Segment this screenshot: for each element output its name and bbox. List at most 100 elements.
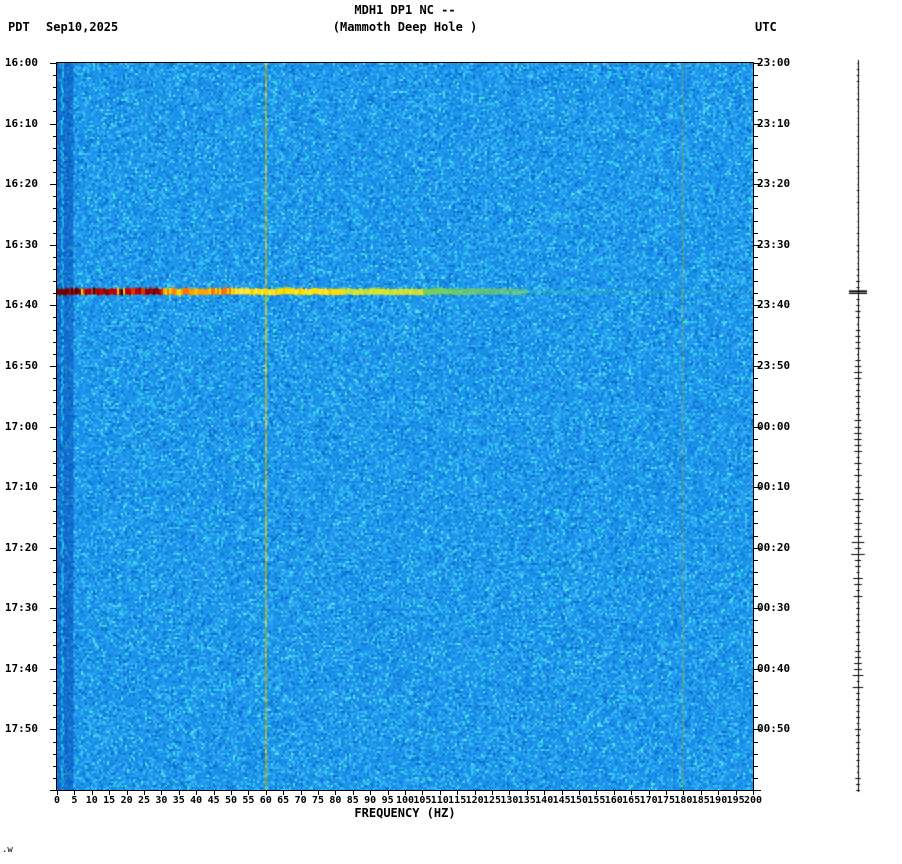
y-axis-tick-right (754, 596, 758, 598)
y-axis-left-label: 17:20 (4, 540, 38, 554)
x-axis-tick-label: 0 (53, 795, 61, 806)
y-axis-tick-right (754, 317, 758, 319)
y-axis-left-label: 16:50 (4, 358, 38, 372)
y-axis-tick-left (50, 244, 57, 246)
x-axis-tick-label: 50 (224, 795, 238, 806)
y-axis-tick-left (50, 729, 57, 731)
y-axis-tick-left (53, 777, 57, 779)
y-axis-tick-right (754, 474, 758, 476)
y-axis-tick-right (754, 244, 761, 246)
y-axis-right-label: 23:10 (757, 116, 791, 130)
y-axis-tick-left (53, 535, 57, 537)
x-axis-tick-label: 190 (709, 795, 728, 806)
y-axis-tick-right (754, 462, 758, 464)
y-axis-right-label: 23:40 (757, 298, 791, 312)
station-subtitle: (Mammoth Deep Hole ) (332, 20, 478, 34)
y-axis-tick-right (754, 608, 761, 610)
y-axis-left-label: 17:40 (4, 661, 38, 675)
y-axis-tick-right (754, 487, 761, 489)
x-axis-tick (735, 791, 737, 795)
x-axis-tick-label: 135 (517, 795, 536, 806)
x-axis-tick (248, 791, 250, 795)
y-axis-tick-right (754, 765, 758, 767)
y-axis-right-label: 00:20 (757, 540, 791, 554)
y-axis-tick-right (754, 135, 758, 137)
y-axis-tick-left (53, 717, 57, 719)
y-axis-right-label: 00:10 (757, 480, 791, 494)
x-axis-tick-label: 60 (259, 795, 272, 806)
date-label: Sep10,2025 (46, 20, 119, 34)
y-axis-tick-left (53, 196, 57, 198)
y-axis-tick-right (754, 632, 758, 634)
x-axis-tick (196, 791, 198, 795)
x-axis-tick (422, 791, 424, 795)
y-axis-tick-left (50, 184, 57, 186)
y-axis-tick-left (53, 571, 57, 573)
y-axis-tick-left (53, 414, 57, 416)
y-axis-right-label: 23:50 (757, 358, 791, 372)
x-axis-tick (561, 791, 563, 795)
y-axis-right-label: 00:50 (757, 722, 791, 736)
y-axis-left-label: 17:00 (4, 419, 38, 433)
station-title: MDH1 DP1 NC -- (354, 3, 456, 17)
y-axis-tick-right (754, 668, 761, 670)
x-axis-tick (91, 791, 93, 795)
x-axis-tick-label: 120 (465, 795, 484, 806)
y-axis-tick-left (53, 268, 57, 270)
x-axis-tick (718, 791, 720, 795)
x-axis-tick-label: 10 (85, 795, 98, 806)
y-axis-tick-left (53, 474, 57, 476)
x-axis-tick (439, 791, 441, 795)
x-axis-tick (318, 791, 319, 795)
x-axis-tick (596, 791, 598, 795)
y-axis-left-label: 16:20 (4, 177, 38, 191)
x-axis-tick (666, 791, 667, 795)
y-axis-tick-left (53, 656, 57, 658)
y-axis-tick-right (754, 741, 758, 743)
x-axis-tick (700, 791, 702, 795)
x-axis-tick-label: 160 (604, 795, 623, 806)
x-axis-tick-label: 140 (535, 795, 554, 806)
x-axis-tick-label: 25 (137, 795, 151, 806)
x-axis-tick-label: 45 (207, 795, 220, 806)
y-axis-tick-right (754, 329, 758, 331)
y-axis-tick-right (754, 159, 758, 161)
x-axis-tick (526, 791, 528, 795)
y-axis-tick-left (53, 741, 57, 743)
y-axis-left-label: 16:10 (4, 116, 38, 130)
y-axis-tick-right (754, 256, 758, 258)
y-axis-tick-right (754, 620, 758, 622)
x-axis-tick-label: 85 (346, 795, 359, 806)
x-axis-tick-label: 30 (155, 795, 168, 806)
y-axis-left-label: 16:30 (4, 237, 38, 251)
y-axis-tick-right (754, 450, 758, 452)
y-axis-tick-left (50, 487, 57, 489)
y-axis-tick-left (53, 378, 57, 380)
y-axis-tick-right (754, 705, 758, 707)
y-axis-tick-left (53, 329, 57, 331)
y-axis-tick-right (754, 63, 761, 64)
x-axis-tick-label: 125 (482, 795, 502, 806)
y-axis-tick-left (50, 426, 57, 428)
x-axis-tick-label: 105 (413, 795, 432, 806)
x-axis-tick-label: 80 (329, 795, 342, 806)
y-axis-tick-right (754, 268, 758, 270)
y-axis-right-label: 00:30 (757, 601, 791, 615)
y-axis-tick-left (53, 511, 57, 513)
y-axis-tick-left (53, 159, 57, 161)
y-axis-tick-left (53, 111, 57, 113)
x-axis-tick-label: 110 (430, 795, 449, 806)
x-axis-tick-label: 175 (656, 795, 676, 806)
y-axis-tick-left (53, 341, 57, 343)
y-axis-tick-right (754, 790, 761, 791)
y-axis-tick-right (754, 172, 758, 174)
y-axis-tick-right (754, 438, 758, 440)
x-axis-tick-label: 185 (691, 795, 710, 806)
y-axis-tick-right (754, 680, 758, 682)
x-axis-tick (683, 791, 685, 795)
y-axis-tick-left (53, 705, 57, 707)
y-axis-tick-right (754, 559, 758, 561)
y-axis-tick-left (53, 208, 57, 210)
y-axis-tick-left (53, 438, 57, 440)
